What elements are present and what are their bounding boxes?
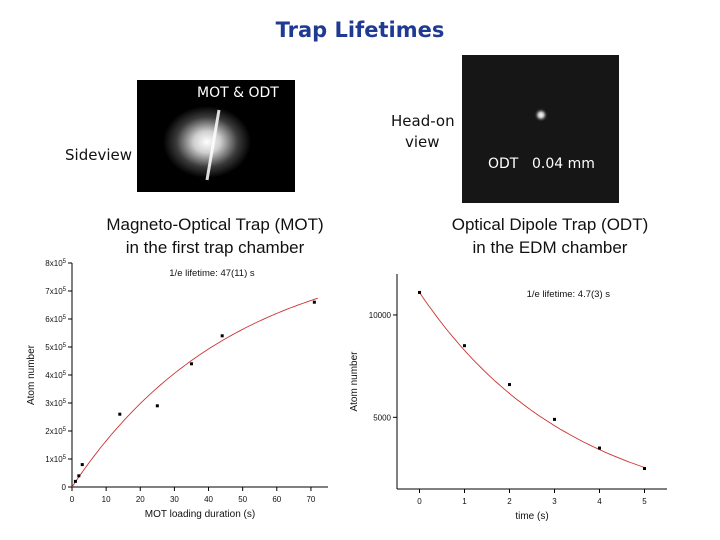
y-tick-label: 1x105 bbox=[45, 455, 66, 464]
lifetime-annotation: 1/e lifetime: 47(11) s bbox=[169, 268, 255, 279]
data-point bbox=[418, 290, 421, 294]
x-tick-label: 0 bbox=[70, 495, 75, 504]
y-tick-label: 6x105 bbox=[45, 315, 66, 324]
data-point bbox=[80, 463, 84, 467]
x-tick-label: 70 bbox=[306, 495, 315, 504]
y-axis-label: Atom number bbox=[349, 351, 360, 412]
left-caption-line1: Magneto-Optical Trap (MOT) bbox=[106, 215, 324, 234]
x-tick-label: 20 bbox=[136, 495, 145, 504]
y-tick-label: 5x105 bbox=[45, 343, 66, 352]
x-tick-label: 0 bbox=[417, 497, 422, 506]
data-point bbox=[220, 334, 224, 338]
y-tick-label: 3x105 bbox=[45, 399, 66, 408]
data-point bbox=[77, 474, 81, 478]
mot-odt-label: MOT & ODT bbox=[197, 85, 279, 101]
x-tick-label: 50 bbox=[238, 495, 247, 504]
mot-loading-chart: 0 10 20 30 40 50 60 70 0 1x105 2x105 3x105 4x105 5x10… bbox=[26, 259, 328, 520]
data-point bbox=[508, 383, 511, 387]
y-axis-label: Atom number bbox=[26, 344, 37, 405]
x-tick-label: 30 bbox=[170, 495, 179, 504]
x-axis-label: time (s) bbox=[515, 511, 548, 522]
data-point bbox=[312, 300, 316, 304]
data-point bbox=[189, 362, 193, 366]
x-tick-label: 10 bbox=[102, 495, 111, 504]
y-tick-label: 10000 bbox=[369, 311, 392, 320]
fit-curve bbox=[419, 292, 645, 468]
right-caption-line1: Optical Dipole Trap (ODT) bbox=[451, 215, 649, 234]
x-tick-label: 2 bbox=[507, 497, 512, 506]
x-tick-label: 60 bbox=[272, 495, 281, 504]
x-tick-label: 40 bbox=[204, 495, 213, 504]
y-tick-label: 0 bbox=[62, 483, 67, 492]
x-tick-label: 3 bbox=[552, 497, 557, 506]
y-tick-label: 8x105 bbox=[45, 259, 66, 268]
y-tick-label: 4x105 bbox=[45, 371, 66, 380]
lifetime-annotation: 1/e lifetime: 4.7(3) s bbox=[527, 289, 611, 300]
data-point bbox=[118, 412, 122, 416]
data-point bbox=[463, 344, 466, 348]
odt-decay-chart: 0 1 2 3 4 5 5000 10000 time (s) Atom number 1/e li… bbox=[349, 274, 667, 522]
headon-label-line1: Head-on bbox=[391, 112, 455, 130]
odt-scale-label: 0.04 mm bbox=[532, 156, 595, 172]
mot-glow-graphic bbox=[163, 106, 251, 181]
y-tick-label: 7x105 bbox=[45, 287, 66, 296]
data-point bbox=[553, 417, 556, 421]
odt-spot-graphic bbox=[534, 108, 548, 122]
slide-title: Trap Lifetimes bbox=[275, 18, 445, 42]
x-tick-label: 1 bbox=[462, 497, 467, 506]
x-axis-label: MOT loading duration (s) bbox=[145, 509, 255, 520]
right-caption-line2: in the EDM chamber bbox=[472, 238, 628, 257]
left-caption-line2: in the first trap chamber bbox=[125, 238, 305, 257]
headon-label-line2: view bbox=[405, 133, 440, 151]
x-tick-label: 4 bbox=[597, 497, 602, 506]
data-point bbox=[598, 446, 601, 450]
mot-odt-sideview-image: MOT & ODT bbox=[137, 80, 295, 192]
data-point bbox=[643, 467, 646, 471]
sideview-label: Sideview bbox=[65, 146, 132, 164]
y-tick-label: 2x105 bbox=[45, 427, 66, 436]
data-point bbox=[73, 479, 77, 483]
data-point bbox=[155, 404, 159, 408]
odt-headon-image: ODT 0.04 mm bbox=[462, 55, 619, 203]
odt-label: ODT bbox=[488, 156, 519, 172]
y-tick-label: 5000 bbox=[373, 413, 391, 422]
x-tick-label: 5 bbox=[642, 497, 647, 506]
fit-curve bbox=[71, 297, 318, 488]
